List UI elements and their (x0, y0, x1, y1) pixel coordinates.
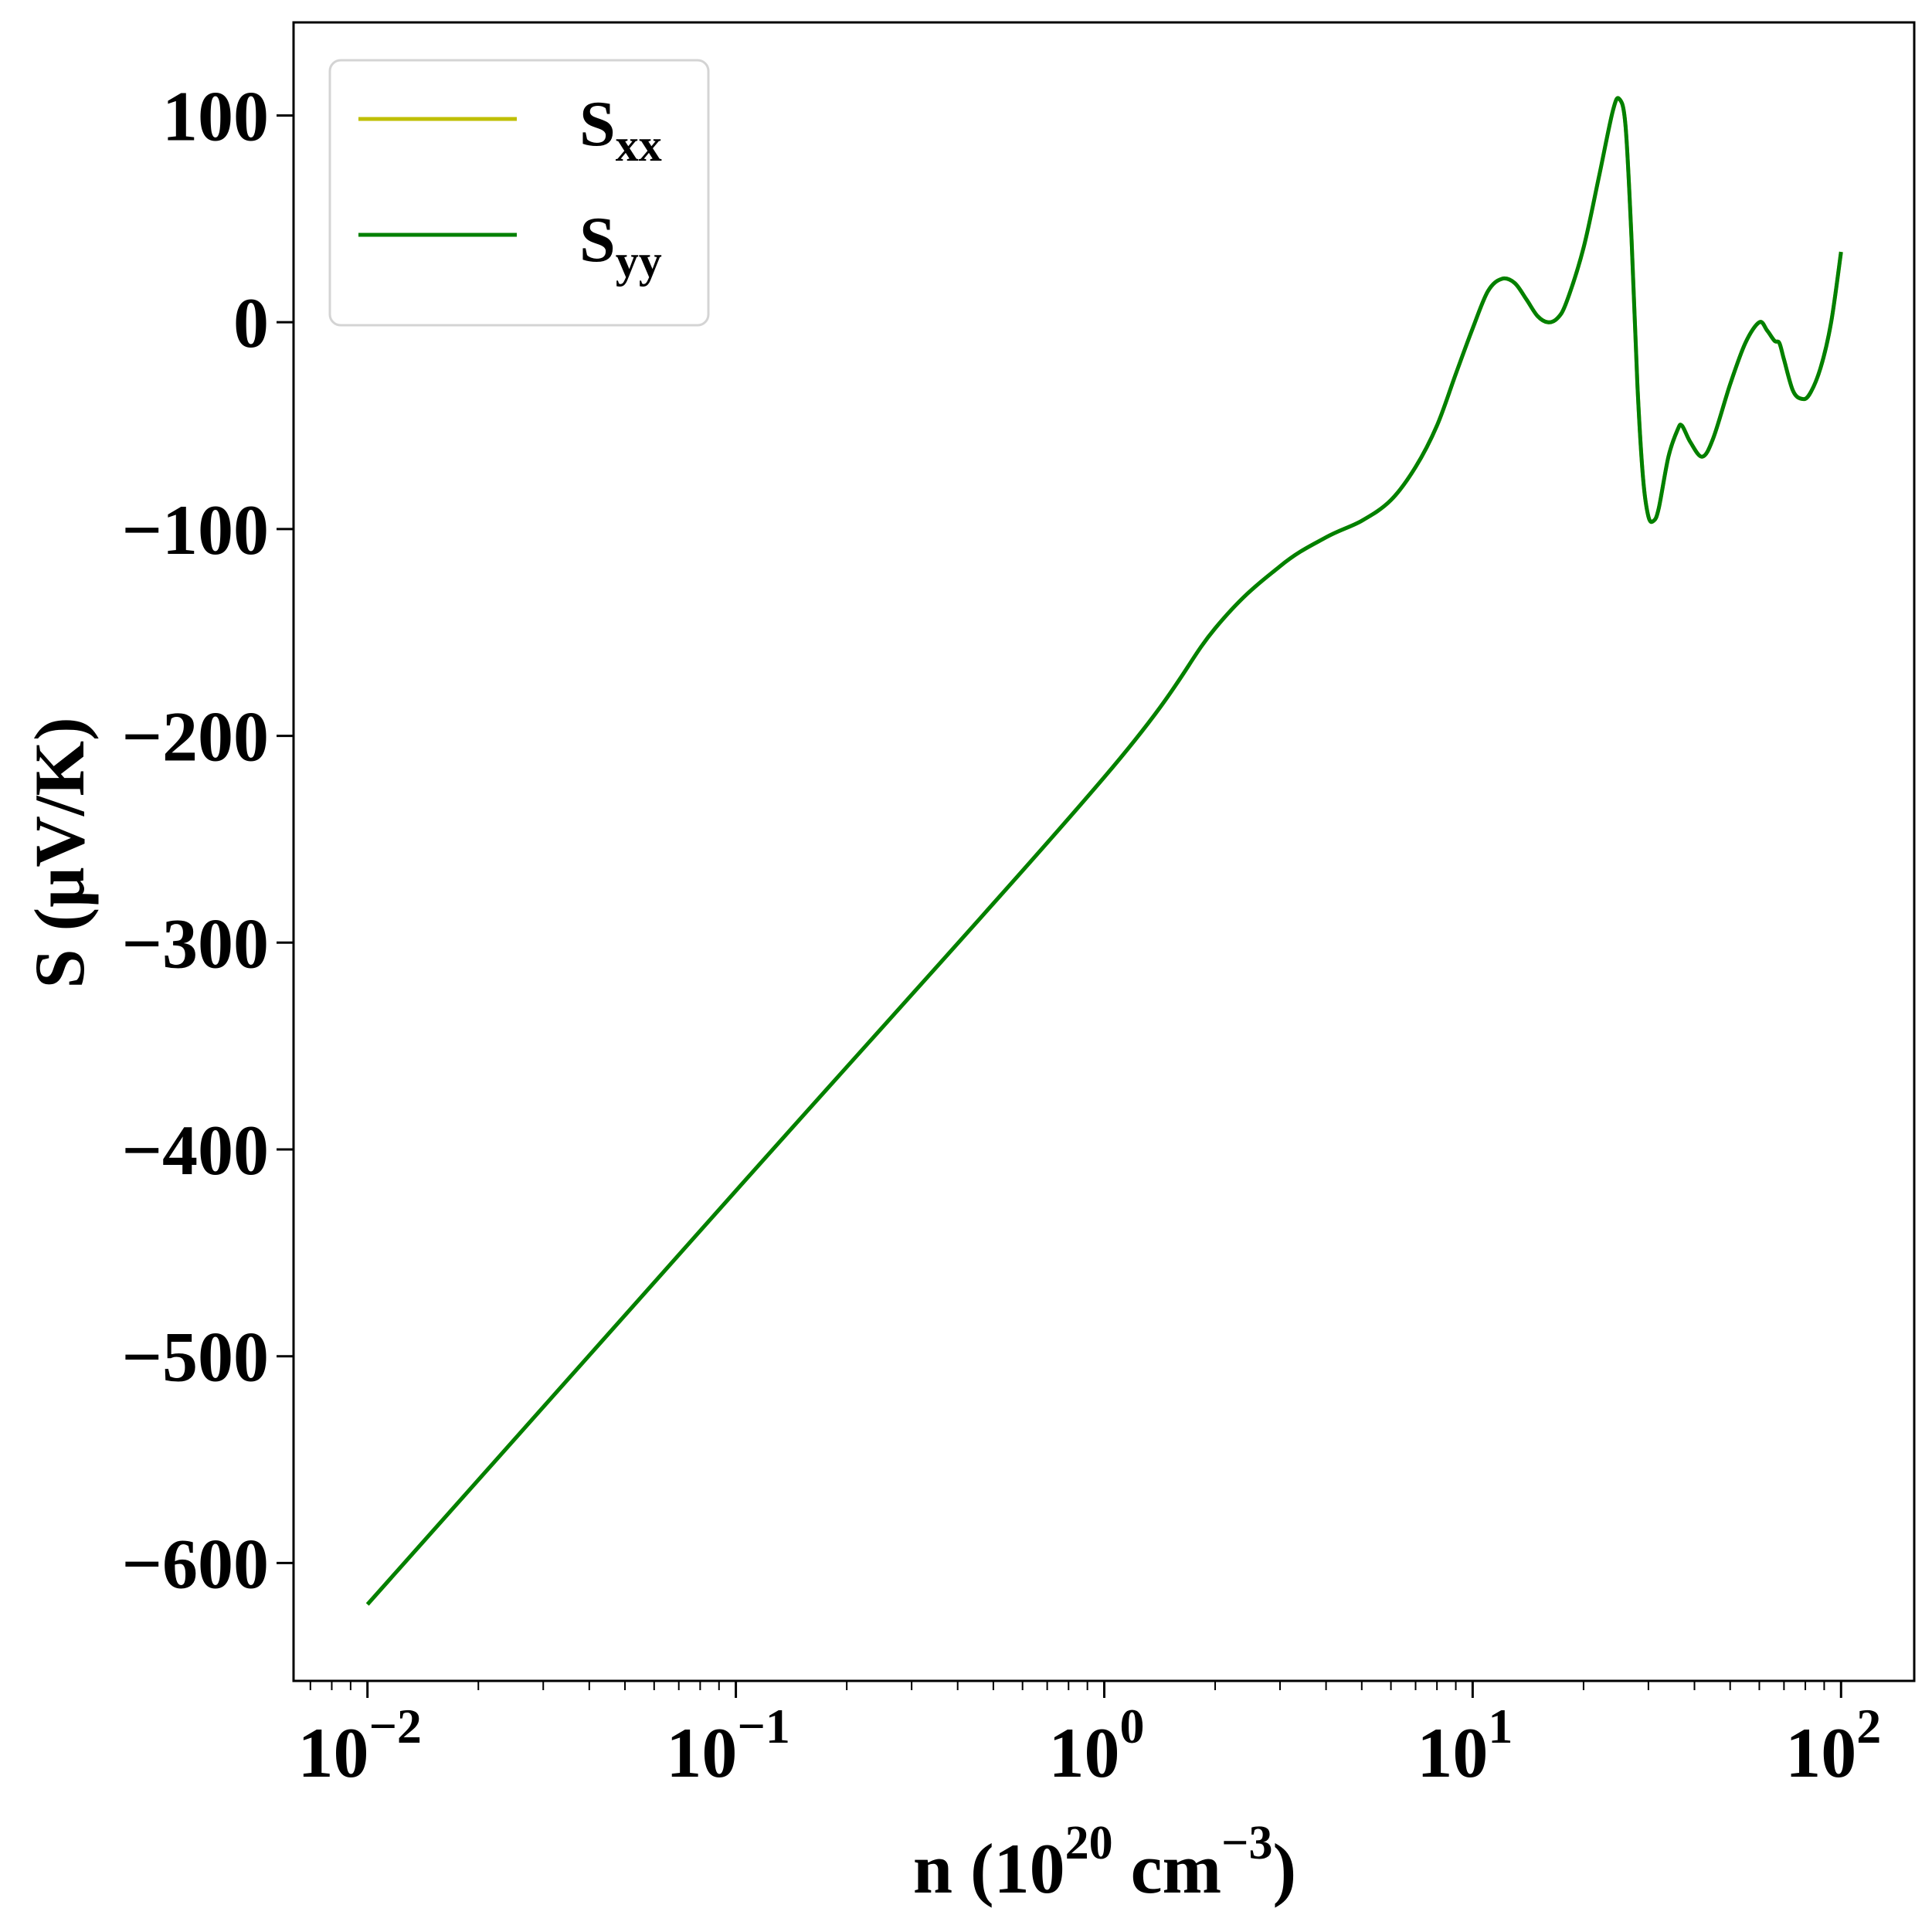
y-tick-label: −300 (122, 904, 269, 983)
x-tick-label: 10−2 (297, 1699, 421, 1792)
x-tick-label: 100 (1048, 1699, 1144, 1792)
x-tick-label: 102 (1785, 1699, 1881, 1792)
series-line-syy (365, 96, 1843, 1606)
y-tick-label: −500 (122, 1318, 269, 1397)
y-tick-label: −100 (122, 491, 269, 569)
legend-label-syy: Syy (579, 204, 662, 287)
x-axis-label: n (1020 cm−3) (913, 1817, 1296, 1908)
y-tick-label: 0 (233, 283, 269, 362)
x-tick-label: 10−1 (666, 1699, 789, 1792)
legend: Sxx Syy (328, 59, 710, 327)
y-tick-label: −600 (122, 1524, 269, 1603)
legend-label-sxx: Sxx (579, 88, 662, 171)
x-axis-ticks: 10−2 10−1 100 101 102 (297, 1681, 1881, 1792)
y-axis-label: S (μV/K) (20, 717, 99, 988)
legend-box (328, 59, 710, 327)
y-axis-ticks: 100 0 −100 −200 −300 −400 −500 −600 (122, 76, 294, 1603)
y-tick-label: 100 (162, 76, 269, 155)
x-tick-label: 101 (1417, 1699, 1513, 1792)
y-tick-label: −400 (122, 1111, 269, 1190)
series-layer (365, 96, 1843, 1606)
y-tick-label: −200 (122, 698, 269, 776)
